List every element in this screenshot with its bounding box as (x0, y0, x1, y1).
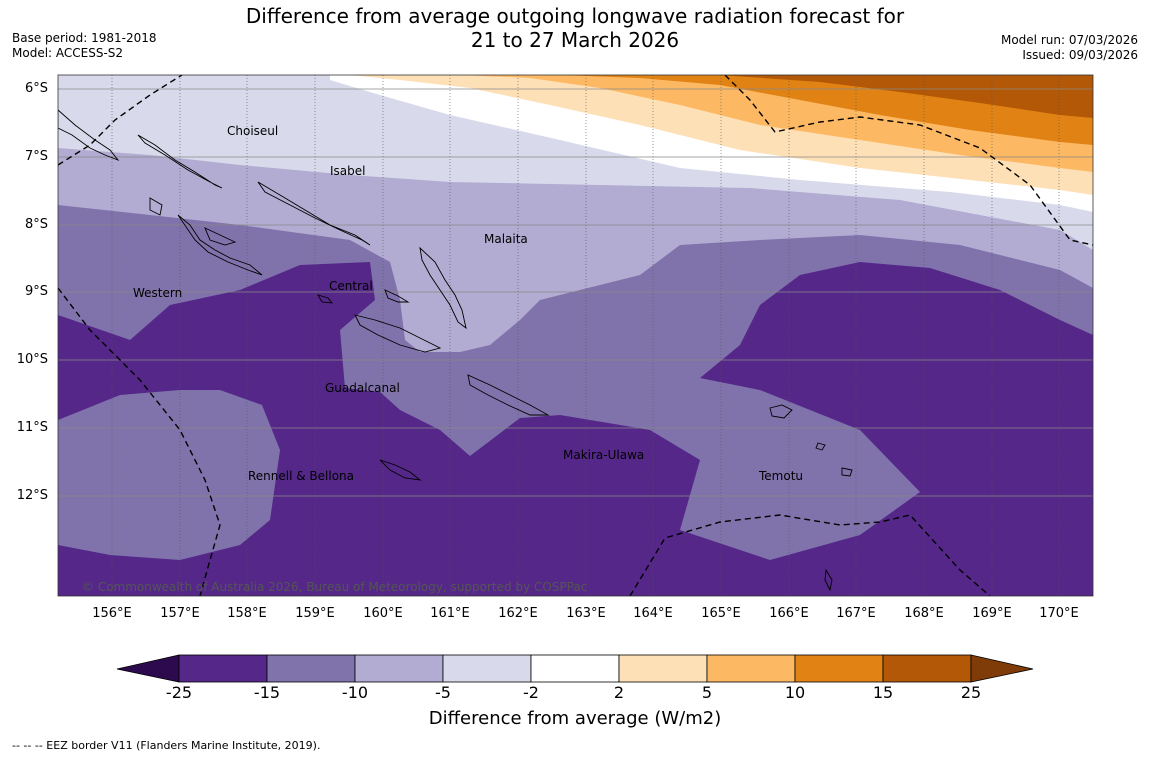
model-run: Model run: 07/03/2026 (1000, 33, 1138, 47)
model-name: Model: ACCESS-S2 (12, 46, 124, 60)
colorbar-tick: -25 (165, 683, 193, 702)
latitude-lines (58, 88, 1093, 497)
lon-label: 168°E (904, 606, 944, 621)
eez-legend-note: -- -- -- EEZ border V11 (Flanders Marine… (12, 739, 321, 752)
colorbar-box-8 (794, 654, 884, 683)
lat-label: 9°S (24, 284, 48, 299)
lon-label: 165°E (701, 606, 741, 621)
region-label-western: Western (133, 286, 183, 300)
colorbar-box-6 (618, 654, 708, 683)
lat-label: 7°S (24, 149, 48, 164)
choiseul-island (137, 134, 223, 189)
colorbar-box-2 (266, 654, 356, 683)
lon-label: 159°E (295, 606, 335, 621)
lon-label: 166°E (769, 606, 809, 621)
colorbar-tick: 15 (872, 683, 894, 702)
lon-label: 164°E (633, 606, 673, 621)
lon-label: 170°E (1039, 606, 1079, 621)
region-label-makira-ulawa: Makira-Ulawa (563, 448, 645, 462)
colorbar-tick: -5 (435, 683, 451, 702)
colorbar-box-4 (442, 654, 532, 683)
colorbar (116, 654, 1034, 683)
colorbar-tick: 5 (701, 683, 713, 702)
colorbar-extend-high (970, 654, 1034, 683)
issued-date: Issued: 09/03/2026 (1022, 48, 1138, 62)
malaita-island (419, 246, 467, 330)
isabel-island (257, 181, 371, 246)
colorbar-tick: 25 (960, 683, 982, 702)
lon-label: 162°E (498, 606, 538, 621)
lat-label: 10°S (16, 352, 48, 367)
santa-cruz-island (769, 404, 793, 419)
map-title: Difference from average outgoing longwav… (0, 4, 1150, 52)
band-15-to-25 (720, 75, 1093, 118)
islands (58, 109, 853, 592)
lon-label: 157°E (160, 606, 200, 621)
lat-label: 6°S (24, 81, 48, 96)
region-label-choiseul: Choiseul (227, 124, 279, 138)
small-islet (824, 568, 833, 592)
lon-label: 161°E (430, 606, 470, 621)
rennell-island (379, 459, 422, 481)
colorbar-tick: 10 (784, 683, 806, 702)
makira-island (467, 374, 550, 416)
colorbar-box-5 (530, 654, 620, 683)
bougainville (58, 109, 120, 162)
lat-label: 8°S (24, 217, 48, 232)
colorbar-box-1 (178, 654, 268, 683)
copyright-notice: © Commonwealth of Australia 2026, Bureau… (82, 580, 588, 594)
colorbar-box-9 (882, 654, 972, 683)
title-line-1: Difference from average outgoing longwav… (245, 4, 905, 28)
florida-islands (384, 289, 410, 303)
lon-label: 158°E (227, 606, 267, 621)
lat-label: 11°S (16, 420, 48, 435)
colorbar-label: Difference from average (W/m2) (428, 708, 722, 729)
base-period: Base period: 1981-2018 (12, 31, 157, 45)
vanikoro-island (841, 467, 853, 477)
lon-label: 156°E (92, 606, 132, 621)
region-label-rennell-bellona: Rennell & Bellona (248, 469, 355, 483)
region-label-isabel: Isabel (330, 164, 366, 178)
colorbar-tick: 2 (613, 683, 625, 702)
utupua-island (815, 442, 826, 451)
lat-label: 12°S (16, 488, 48, 503)
lon-label: 167°E (836, 606, 876, 621)
lon-label: 160°E (363, 606, 403, 621)
colorbar-tick: -10 (341, 683, 369, 702)
new-georgia-islands (149, 197, 263, 276)
lon-label: 163°E (566, 606, 606, 621)
title-line-2: 21 to 27 March 2026 (470, 28, 680, 52)
map-frame (57, 74, 1094, 597)
colorbar-box-3 (354, 654, 444, 683)
region-label-temotu: Temotu (759, 469, 804, 483)
russell-islands (317, 294, 334, 304)
region-label-guadalcanal: Guadalcanal (325, 381, 400, 395)
colorbar-box-7 (706, 654, 796, 683)
colorbar-extend-low (116, 654, 180, 683)
eez-border (58, 75, 1093, 596)
guadalcanal-island (354, 314, 442, 353)
region-label-central: Central (329, 279, 373, 293)
lon-label: 169°E (972, 606, 1012, 621)
colorbar-tick: -15 (253, 683, 281, 702)
region-label-malaita: Malaita (484, 232, 528, 246)
forecast-field (58, 75, 1093, 596)
colorbar-tick: -2 (523, 683, 539, 702)
